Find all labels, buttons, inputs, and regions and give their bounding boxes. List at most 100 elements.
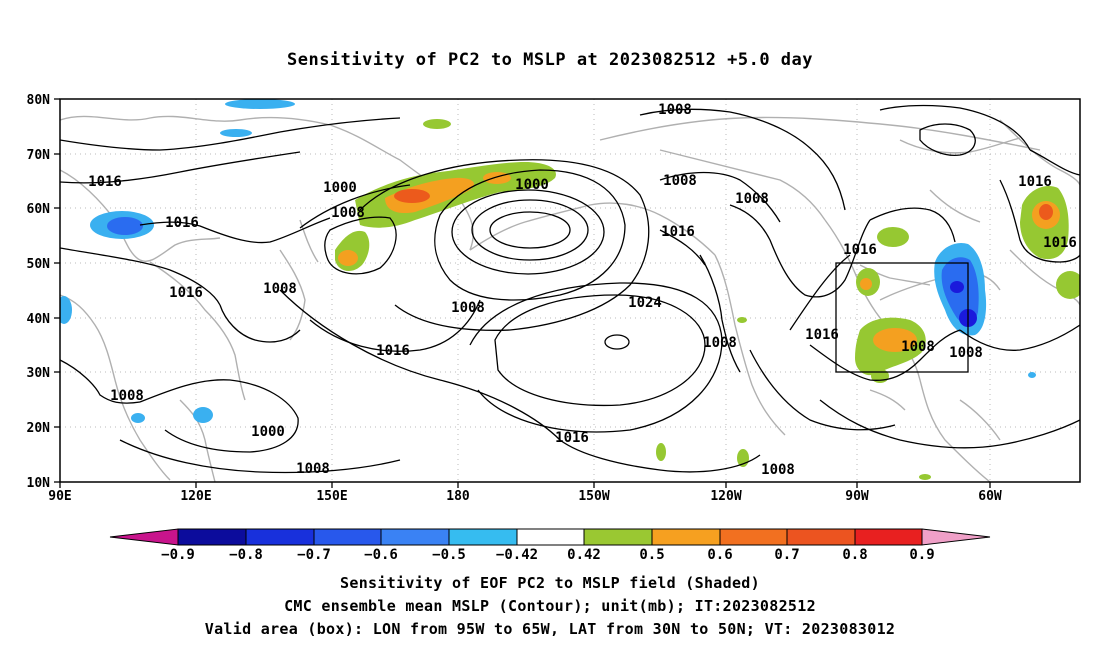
lon-label: 150W [578, 489, 609, 504]
shade-pos-canada [877, 227, 909, 247]
shade-neg-atlantic-small [1028, 372, 1036, 378]
colorbar-segment [786, 528, 856, 546]
shade-neg-new-england-core2 [950, 281, 964, 293]
shade-pos-lakes-core [860, 278, 872, 290]
colorbar-label: 0.42 [567, 547, 601, 563]
contour-label: 1000 [251, 424, 285, 440]
contour-label: 1008 [331, 205, 365, 221]
contour-label: 1008 [901, 339, 935, 355]
chart-title: Sensitivity of PC2 to MSLP at 2023082512… [286, 50, 813, 70]
contour-label: 1008 [703, 335, 737, 351]
contour-label: 1008 [451, 300, 485, 316]
shade-pos-arctic [423, 119, 451, 129]
mslp-contours [60, 104, 1080, 474]
contour-label: 1008 [735, 191, 769, 207]
colorbar-segment [177, 528, 247, 546]
colorbar-label: 0.7 [774, 547, 799, 563]
colorbar-label: −0.42 [496, 547, 538, 563]
graticule [60, 99, 1080, 482]
contour-label: 1008 [263, 281, 297, 297]
caption-line-1: Sensitivity of EOF PC2 to MSLP field (Sh… [340, 574, 760, 592]
colorbar-label: 0.5 [639, 547, 664, 563]
shade-pos-gulf [919, 474, 931, 480]
colorbar-segment [245, 528, 315, 546]
lat-label: 30N [27, 366, 51, 381]
sensitivity-shading [60, 99, 1080, 480]
longitude-labels: 90E 120E 150E 180 150W 120W 90W 60W [48, 489, 1002, 504]
shade-pos-kamchatka-core [394, 189, 430, 203]
lon-label: 120W [710, 489, 741, 504]
colorbar-segment [651, 528, 721, 546]
colorbar-segment [448, 528, 518, 546]
caption-line-2: CMC ensemble mean MSLP (Contour); unit(m… [284, 597, 816, 615]
contour-label: 1016 [1018, 174, 1052, 190]
contour-label: 1008 [296, 461, 330, 477]
colorbar-label: 0.8 [842, 547, 867, 563]
contour-label: 1016 [169, 285, 203, 301]
contour-label: 1016 [376, 343, 410, 359]
colorbar-min-arrow [109, 528, 179, 546]
shade-pos-tropics-1 [656, 443, 666, 461]
lat-label: 70N [27, 148, 51, 163]
colorbar-max-arrow [921, 528, 991, 546]
lon-label: 90W [845, 489, 869, 504]
caption-line-3: Valid area (box): LON from 95W to 65W, L… [204, 620, 896, 638]
contour-label: 1016 [1043, 235, 1077, 251]
lat-label: 80N [27, 93, 51, 108]
shade-neg-arctic-1 [225, 99, 295, 109]
lat-label: 60N [27, 202, 51, 217]
contour-label: 1016 [555, 430, 589, 446]
lat-label: 50N [27, 257, 51, 272]
map-frame [59, 98, 1081, 483]
shade-pos-greenland-core2 [1039, 204, 1053, 220]
colorbar-segment [719, 528, 788, 546]
colorbar-labels: −0.9 −0.8 −0.7 −0.6 −0.5 −0.42 0.42 0.5 … [161, 547, 935, 563]
lat-label: 10N [27, 476, 51, 491]
colorbar-segment [516, 528, 585, 546]
contour-label: 1008 [949, 345, 983, 361]
contour-label: 1000 [515, 177, 549, 193]
lat-label: 40N [27, 312, 51, 327]
contour-label: 1016 [88, 174, 122, 190]
contour-labels: 1008 1016 1000 1000 1008 1016 1008 1008 … [88, 102, 1077, 478]
shade-neg-arctic-2 [220, 129, 252, 137]
map-plot-area: 1008 1016 1000 1000 1008 1016 1008 1008 … [60, 99, 1080, 482]
shade-pos-atlantic [1056, 271, 1080, 299]
colorbar-label: −0.5 [432, 547, 466, 563]
axis-ticks [54, 98, 991, 488]
colorbar-segment [854, 528, 923, 546]
lon-label: 60W [978, 489, 1002, 504]
shade-pos-tropics-3 [737, 317, 747, 323]
shade-neg-south-2 [131, 413, 145, 423]
contour-label: 1008 [110, 388, 144, 404]
shade-pos-okhotsk-core [338, 250, 358, 266]
colorbar-segment [313, 528, 382, 546]
colorbar-label: −0.8 [229, 547, 263, 563]
contour-label: 1016 [805, 327, 839, 343]
lon-label: 120E [180, 489, 211, 504]
shade-neg-south [193, 407, 213, 423]
lon-label: 150E [316, 489, 347, 504]
contour-label: 1008 [761, 462, 795, 478]
contour-label: 1008 [663, 173, 697, 189]
shade-neg-siberia-core [107, 217, 143, 235]
contour-label: 1008 [658, 102, 692, 118]
colorbar-segment [583, 528, 653, 546]
colorbar-label: 0.6 [707, 547, 732, 563]
colorbar-label: −0.9 [161, 547, 195, 563]
colorbar-label: −0.7 [297, 547, 331, 563]
contour-label: 1016 [843, 242, 877, 258]
valid-area-box [835, 262, 969, 373]
coastlines [60, 115, 1080, 482]
contour-label: 1000 [323, 180, 357, 196]
contour-label: 1016 [165, 215, 199, 231]
contour-label: 1016 [661, 224, 695, 240]
shade-neg-west [60, 296, 72, 324]
lat-label: 20N [27, 421, 51, 436]
lon-label: 180 [446, 489, 470, 504]
latitude-labels: 80N 70N 60N 50N 40N 30N 20N 10N [27, 93, 51, 491]
lon-label: 90E [48, 489, 71, 504]
colorbar-segment [380, 528, 450, 546]
contour-label: 1024 [628, 295, 662, 311]
